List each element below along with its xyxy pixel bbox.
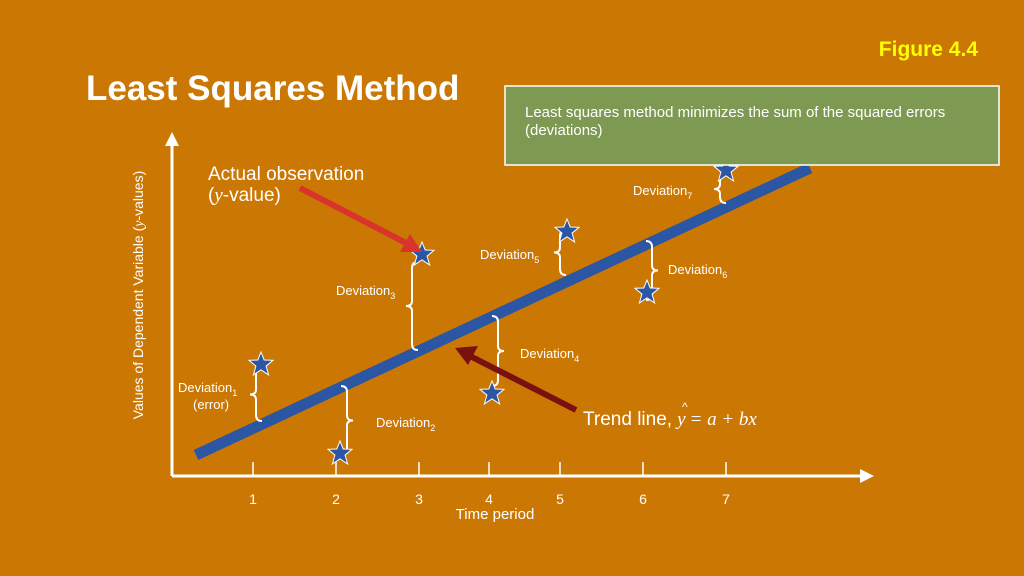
deviation-label: Deviation6 (668, 262, 727, 280)
x-tick-label: 6 (639, 491, 647, 507)
deviation-word: Deviation (376, 415, 430, 430)
deviation-label: Deviation2 (376, 415, 435, 433)
deviation-subscript: 6 (722, 270, 727, 280)
deviation-word: Deviation (336, 283, 390, 298)
x-axis-arrow (860, 469, 874, 483)
deviation-subscript: 7 (687, 191, 692, 201)
deviation-subscript: 2 (430, 423, 435, 433)
deviation-word: Deviation (520, 346, 574, 361)
x-tick-label: 7 (722, 491, 730, 507)
deviation-word: Deviation (480, 247, 534, 262)
x-tick-label: 3 (415, 491, 423, 507)
trend-line (193, 163, 813, 460)
observation-arrow (298, 185, 410, 247)
deviation-brace (405, 261, 419, 351)
deviation-label: Deviation7 (633, 183, 692, 201)
deviation-brace (491, 315, 505, 387)
deviation-subscript: 5 (534, 255, 539, 265)
deviation-subscript: 3 (390, 291, 395, 301)
x-tick-label: 4 (485, 491, 493, 507)
trend-label: Trend line, y = a + bx (583, 409, 757, 430)
x-tick-label: 2 (332, 491, 340, 507)
observation-arrowhead (400, 234, 422, 252)
deviation-word: Deviation (178, 380, 232, 395)
callout: Least squares method minimizes the sum o… (525, 104, 946, 139)
trend-arrow (468, 353, 578, 413)
observation-label-2: (y-value) (208, 185, 281, 206)
figure-number: Figure 4.4 (879, 38, 979, 61)
hat: ^ (682, 400, 688, 414)
observation-label: Actual observation (208, 164, 364, 185)
deviation-subscript: 4 (574, 354, 579, 364)
deviation-word: Deviation (633, 183, 687, 198)
x-tick-label: 1 (249, 491, 257, 507)
y-axis-label: Values of Dependent Variable (y-values) (130, 171, 147, 420)
deviation-subscript: 1 (232, 388, 237, 398)
slide-title: Least Squares Method (86, 69, 459, 108)
x-tick-label: 5 (556, 491, 564, 507)
trend-arrowhead (455, 346, 478, 365)
y-axis-arrow (165, 132, 179, 146)
deviation-label: Deviation5 (480, 247, 539, 265)
callout-text: Least squares method minimizes the sum o… (525, 104, 946, 139)
deviation-label: Deviation1 (178, 380, 237, 398)
deviation-label: Deviation4 (520, 346, 579, 364)
deviation-word: Deviation (668, 262, 722, 277)
deviation-brace (553, 229, 567, 276)
callout-box (504, 85, 1000, 166)
x-axis-label: Time period (456, 506, 535, 523)
deviation-note: (error) (193, 397, 229, 412)
deviation-label: Deviation3 (336, 283, 395, 301)
